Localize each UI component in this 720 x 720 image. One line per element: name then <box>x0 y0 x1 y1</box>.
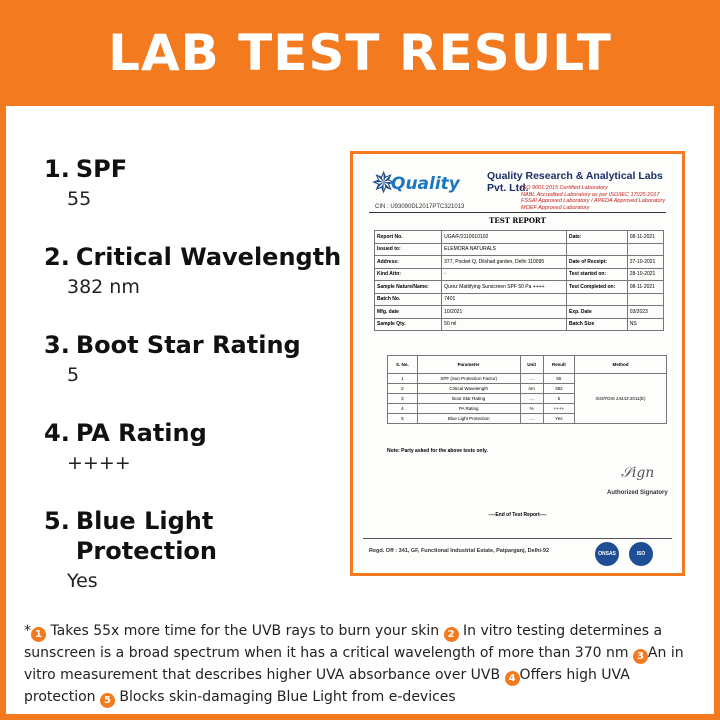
table-row: Sample Qty. 50 ml Batch Size NS <box>373 317 665 331</box>
result-item: 1. SPF 55 <box>44 154 344 242</box>
results-list: 1. SPF 55 2. Critical Wavelength 382 nm … <box>44 154 344 594</box>
report-info-table: Report No. UGA/F/2110010102 Date: 08-11-… <box>373 230 665 331</box>
lab-certificate-image: ✵ Quality Quality Research & Analytical … <box>350 151 685 576</box>
result-value: 5 <box>67 364 80 386</box>
result-item: 4. PA Rating ++++ <box>44 418 344 506</box>
report-note: Note: Party asked for the above tests on… <box>387 448 488 454</box>
test-parameters-table: S. No. Parameter Unit Result Method 1 SP… <box>387 355 667 424</box>
table-row: Report No. UGA/F/2110010102 Date: 08-11-… <box>373 230 665 244</box>
number-3-icon: 3 <box>632 649 648 664</box>
table-row: 5 Blue Light Protection .... Yes <box>387 413 667 424</box>
number-5-icon: 5 <box>99 693 115 708</box>
table-header-row: S. No. Parameter Unit Result Method <box>387 355 667 374</box>
result-value: Yes <box>67 570 98 592</box>
accreditation-list: ISO 9001:2015 Certified Laboratory NABL … <box>521 185 666 211</box>
footnote: * 1 Takes 55x more time for the UVB rays … <box>24 623 684 708</box>
result-value: 382 nm <box>67 276 140 298</box>
number-4-icon: 4 <box>504 671 520 686</box>
result-label: Critical Wavelength <box>75 243 342 271</box>
divider <box>369 212 666 213</box>
header-banner: LAB TEST RESULT <box>0 0 720 106</box>
result-item: 3. Boot Star Rating 5 <box>44 330 344 418</box>
end-of-report: ----End of Test Report---- <box>488 512 547 518</box>
table-row: Kind Attn: - Test started on: 28-10-2021 <box>373 267 665 281</box>
lab-logo: Quality <box>391 174 460 194</box>
certificate-footer: Regd. Off : 341, GF, Functional Industri… <box>363 538 672 567</box>
star-logo-icon: ✵ <box>371 167 397 200</box>
result-number: 3. <box>44 331 70 359</box>
signature-mark: 𝒮ign <box>621 465 655 481</box>
result-label: SPF <box>75 155 128 183</box>
registered-address: Regd. Off : 341, GF, Functional Industri… <box>369 548 550 554</box>
result-number: 2. <box>44 243 70 271</box>
result-label: Boot Star Rating <box>75 331 301 359</box>
result-item: 5. Blue Light Protection Yes <box>44 506 344 594</box>
cin-number: CIN : U93090DL2017PTC321013 <box>375 204 465 210</box>
lab-name: Quality Research & Analytical Labs Pvt. … <box>487 170 663 194</box>
result-number: 1. <box>44 155 70 183</box>
result-number: 4. <box>44 419 70 447</box>
number-2-icon: 2 <box>443 627 459 642</box>
page-title: LAB TEST RESULT <box>108 24 612 82</box>
table-row: Address: 377, Pocket Q, Dilshad garden, … <box>373 255 665 269</box>
report-title: TEST REPORT <box>489 216 546 225</box>
method-cell: ISO/FDIS 24443:2011(E) <box>574 373 667 424</box>
result-number: 5. <box>44 507 70 535</box>
result-value: 55 <box>67 188 92 210</box>
table-row: Batch No. 7401 <box>373 292 665 306</box>
table-row: Sample Nature/Name: Qurez Mattifying Sun… <box>373 280 665 294</box>
content-panel: 1. SPF 55 2. Critical Wavelength 382 nm … <box>6 106 714 714</box>
table-row: Mfg. date 10/2021 Exp. Date 03/2023 <box>373 305 665 319</box>
result-label: Blue Light Protection <box>75 507 217 565</box>
table-row: Issued to: ELEMORA NATURALS <box>373 242 665 256</box>
table-row: 1 SPF (Sun Protection Factor) .... 55 IS… <box>387 373 667 424</box>
result-value: ++++ <box>67 452 131 474</box>
result-item: 2. Critical Wavelength 382 nm <box>44 242 344 330</box>
certificate-letterhead: ✵ Quality Quality Research & Analytical … <box>359 160 676 211</box>
onsas-badge-icon: ONSAS <box>595 542 619 566</box>
number-1-icon: 1 <box>31 627 46 642</box>
result-label: PA Rating <box>75 419 207 447</box>
iso-badge-icon: ISO <box>629 542 653 566</box>
authorized-signatory: Authorized Signatory <box>607 490 668 496</box>
